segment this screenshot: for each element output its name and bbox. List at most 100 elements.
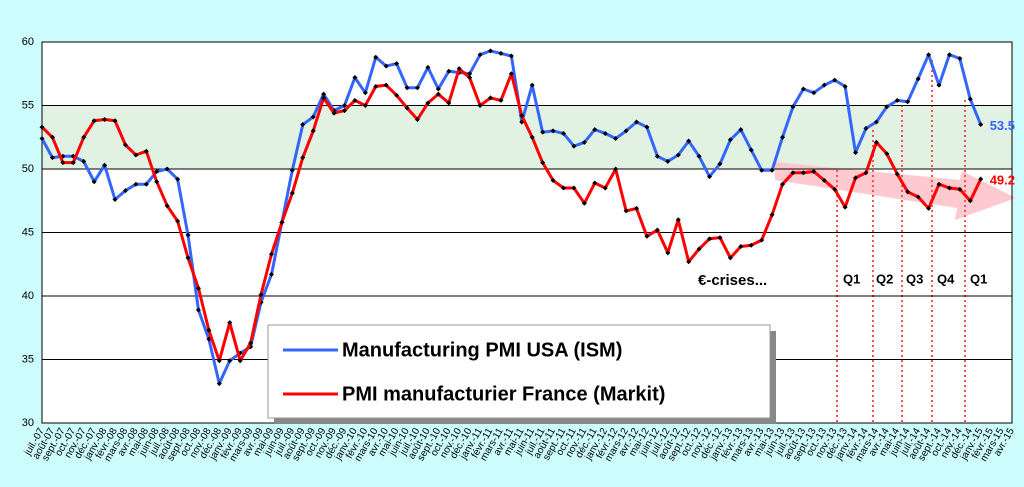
point-marker [331, 110, 337, 116]
point-marker [561, 185, 567, 191]
point-marker [446, 68, 452, 74]
point-marker [863, 170, 869, 176]
legend-label: PMI manufacturier France (Markit) [342, 383, 665, 405]
point-marker [49, 155, 55, 161]
point-marker [216, 358, 222, 364]
legend [267, 324, 771, 419]
y-tick-label: 55 [22, 99, 34, 111]
point-marker [926, 52, 932, 58]
point-marker [91, 118, 97, 124]
point-marker [425, 100, 431, 106]
point-marker [800, 86, 806, 92]
point-marker [425, 64, 431, 70]
point-marker [936, 82, 942, 88]
annotation: Q2 [876, 271, 893, 286]
annotation: Q4 [937, 271, 955, 286]
point-marker [707, 174, 713, 180]
point-marker [122, 188, 128, 194]
point-marker [279, 219, 285, 225]
point-marker [957, 56, 963, 62]
point-marker [915, 76, 921, 82]
point-marker [112, 118, 118, 124]
point-marker [665, 250, 671, 256]
annotation: Q1 [843, 271, 860, 286]
point-marker [644, 233, 650, 239]
point-marker [227, 358, 233, 364]
point-marker [967, 96, 973, 102]
point-marker [373, 83, 379, 89]
point-marker [102, 162, 108, 168]
point-marker [581, 200, 587, 206]
annotation: Q1 [970, 271, 987, 286]
point-marker [102, 116, 108, 122]
point-marker [957, 186, 963, 192]
trend-arrow [775, 162, 1016, 220]
y-tick-label: 35 [22, 353, 34, 365]
point-marker [634, 119, 640, 125]
point-marker [613, 136, 619, 142]
point-marker [946, 52, 952, 58]
point-marker [268, 271, 274, 277]
point-marker [133, 152, 139, 158]
point-marker [884, 104, 890, 110]
point-marker [571, 185, 577, 191]
point-marker [915, 194, 921, 200]
point-marker [154, 169, 160, 175]
point-marker [561, 130, 567, 136]
point-marker [39, 124, 45, 130]
point-marker [832, 77, 838, 83]
point-marker [268, 251, 274, 257]
point-marker [248, 340, 254, 346]
point-marker [717, 161, 723, 167]
point-marker [206, 327, 212, 333]
point-marker [592, 180, 598, 186]
point-marker [905, 189, 911, 195]
point-marker [853, 175, 859, 181]
point-marker [164, 166, 170, 172]
point-marker [529, 82, 535, 88]
point-marker [790, 170, 796, 176]
point-marker [60, 160, 66, 166]
point-marker [644, 124, 650, 130]
point-marker [112, 196, 118, 202]
point-marker [216, 381, 222, 387]
point-marker [842, 83, 848, 89]
point-marker [49, 134, 55, 140]
point-marker [800, 170, 806, 176]
point-marker [707, 236, 713, 242]
point-marker [602, 185, 608, 191]
point-marker [143, 181, 149, 187]
point-marker [185, 232, 191, 238]
point-marker [769, 212, 775, 218]
point-marker [675, 217, 681, 223]
point-marker [821, 177, 827, 183]
point-marker [936, 181, 942, 187]
point-marker [759, 167, 765, 173]
point-marker [727, 137, 733, 143]
point-marker [540, 160, 546, 166]
point-marker [602, 130, 608, 136]
point-marker [884, 151, 890, 157]
point-marker [81, 134, 87, 140]
point-marker [905, 99, 911, 105]
point-marker [540, 129, 546, 135]
point-marker [550, 128, 556, 134]
point-marker [665, 158, 671, 164]
point-marker [321, 91, 327, 97]
point-marker [446, 100, 452, 106]
point-marker [894, 97, 900, 103]
point-marker [519, 113, 525, 119]
point-marker [613, 166, 619, 172]
point-marker [341, 103, 347, 108]
point-marker [383, 82, 389, 88]
point-marker [195, 307, 201, 313]
point-marker [738, 127, 744, 133]
point-marker [894, 171, 900, 177]
point-marker [487, 48, 493, 54]
point-marker [926, 205, 932, 211]
point-marker [696, 153, 702, 159]
point-marker [373, 54, 379, 60]
point-marker [498, 50, 504, 56]
point-marker [394, 92, 400, 98]
